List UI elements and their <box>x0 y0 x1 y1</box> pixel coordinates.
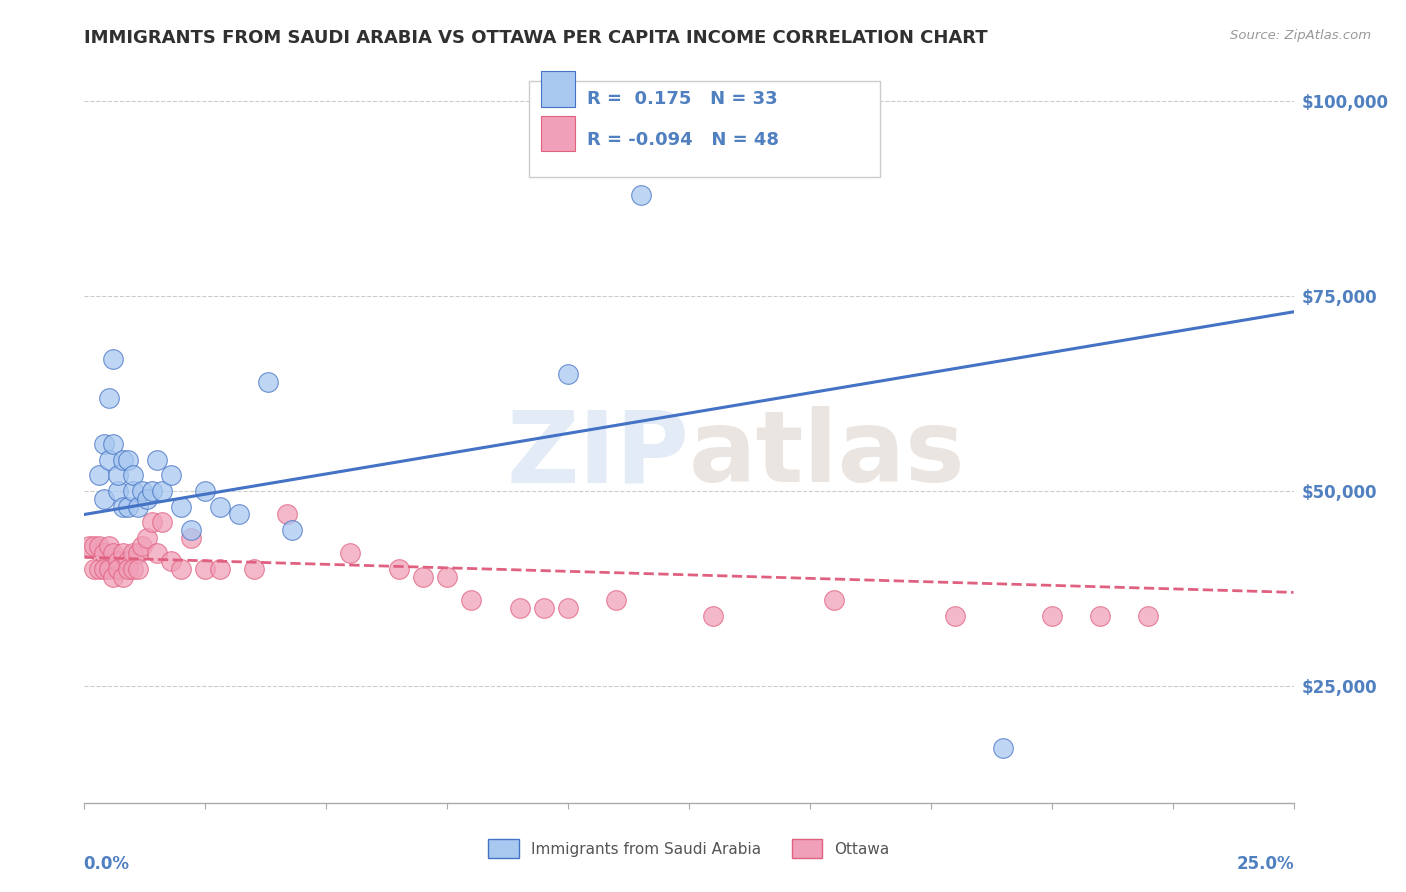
Point <box>557 601 579 615</box>
FancyBboxPatch shape <box>541 116 575 152</box>
Point <box>117 554 139 568</box>
Point <box>605 593 627 607</box>
Point <box>112 546 135 560</box>
Point <box>103 546 125 560</box>
Legend: Immigrants from Saudi Arabia, Ottawa: Immigrants from Saudi Arabia, Ottawa <box>481 831 897 865</box>
Point <box>93 491 115 506</box>
Point <box>702 608 724 623</box>
Point <box>117 453 139 467</box>
Point <box>83 562 105 576</box>
Point <box>194 484 217 499</box>
Point <box>117 562 139 576</box>
Point <box>107 484 129 499</box>
Point <box>943 608 966 623</box>
Point <box>141 515 163 529</box>
Point <box>127 546 149 560</box>
Point <box>460 593 482 607</box>
FancyBboxPatch shape <box>529 81 880 178</box>
Point <box>87 539 110 553</box>
Point <box>276 508 298 522</box>
Point <box>107 468 129 483</box>
Point <box>630 188 652 202</box>
Text: 0.0%: 0.0% <box>83 855 129 872</box>
Text: IMMIGRANTS FROM SAUDI ARABIA VS OTTAWA PER CAPITA INCOME CORRELATION CHART: IMMIGRANTS FROM SAUDI ARABIA VS OTTAWA P… <box>84 29 988 47</box>
Point <box>107 562 129 576</box>
Point <box>97 391 120 405</box>
Text: atlas: atlas <box>689 407 966 503</box>
Text: Source: ZipAtlas.com: Source: ZipAtlas.com <box>1230 29 1371 42</box>
Point <box>103 570 125 584</box>
Point <box>131 539 153 553</box>
Point <box>146 546 169 560</box>
Point <box>160 554 183 568</box>
Text: R = -0.094   N = 48: R = -0.094 N = 48 <box>588 131 779 149</box>
Point <box>141 484 163 499</box>
Point <box>97 562 120 576</box>
Point <box>160 468 183 483</box>
Point <box>136 531 159 545</box>
Point <box>103 351 125 366</box>
Point <box>533 601 555 615</box>
Text: ZIP: ZIP <box>506 407 689 503</box>
Point <box>257 375 280 389</box>
Point <box>194 562 217 576</box>
Text: 25.0%: 25.0% <box>1237 855 1295 872</box>
Point <box>557 367 579 381</box>
Point <box>77 539 100 553</box>
Point <box>208 562 231 576</box>
Point <box>146 453 169 467</box>
Point <box>107 554 129 568</box>
Point <box>112 453 135 467</box>
Point <box>412 570 434 584</box>
Point <box>150 515 173 529</box>
Point <box>93 437 115 451</box>
Point <box>87 468 110 483</box>
Point <box>170 562 193 576</box>
Point <box>180 531 202 545</box>
Point <box>131 484 153 499</box>
Point <box>993 741 1015 756</box>
Point <box>121 546 143 560</box>
Point <box>180 523 202 537</box>
Point <box>121 468 143 483</box>
Point <box>103 437 125 451</box>
Point <box>121 562 143 576</box>
Point <box>388 562 411 576</box>
Point <box>97 539 120 553</box>
Point <box>339 546 361 560</box>
Point <box>83 539 105 553</box>
FancyBboxPatch shape <box>541 71 575 107</box>
Text: R =  0.175   N = 33: R = 0.175 N = 33 <box>588 90 778 108</box>
Point <box>117 500 139 514</box>
Point <box>1088 608 1111 623</box>
Point <box>208 500 231 514</box>
Point <box>112 500 135 514</box>
Point <box>93 562 115 576</box>
Point <box>1137 608 1160 623</box>
Point <box>509 601 531 615</box>
Point <box>823 593 845 607</box>
Point <box>136 491 159 506</box>
Point <box>170 500 193 514</box>
Point <box>228 508 250 522</box>
Point <box>93 546 115 560</box>
Point <box>127 562 149 576</box>
Point <box>242 562 264 576</box>
Point <box>436 570 458 584</box>
Point <box>127 500 149 514</box>
Point <box>87 562 110 576</box>
Point <box>121 484 143 499</box>
Point <box>1040 608 1063 623</box>
Point <box>150 484 173 499</box>
Point <box>281 523 304 537</box>
Point <box>112 570 135 584</box>
Point <box>97 453 120 467</box>
